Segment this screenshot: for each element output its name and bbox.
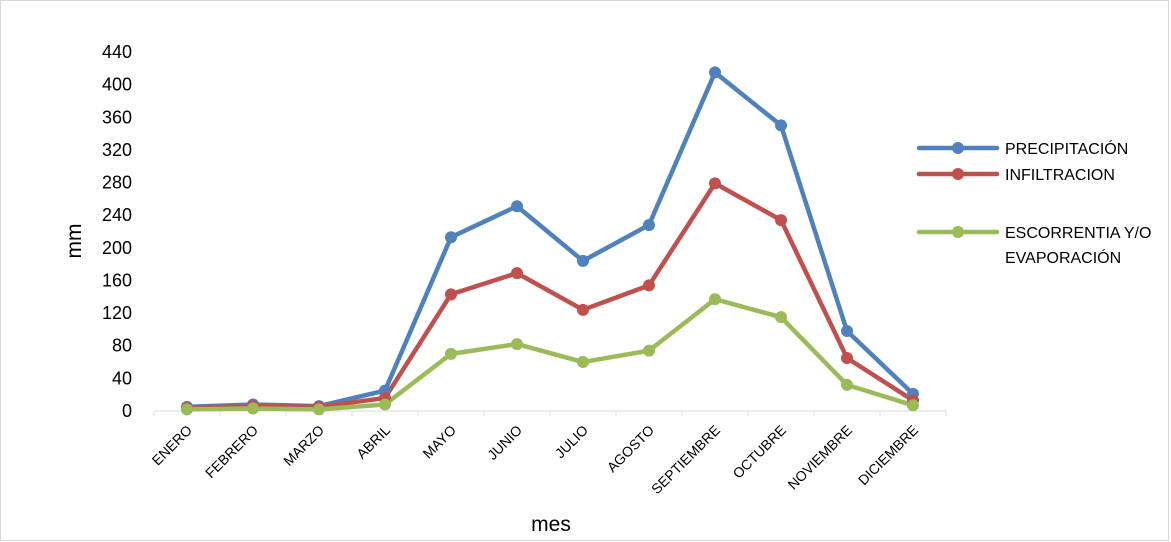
- data-point: [247, 402, 259, 415]
- y-tick-label: 320: [102, 140, 132, 160]
- x-tick-label: MARZO: [280, 422, 327, 469]
- data-point: [379, 398, 391, 411]
- x-axis-ticks: ENERO FEBRERO MARZO ABRIL MAYO JUNIO JULIO AGOS…: [149, 411, 947, 497]
- y-tick-label: 120: [102, 303, 132, 323]
- data-point: [907, 399, 919, 412]
- data-point: [445, 347, 457, 360]
- legend-label: PRECIPITACIÓN: [1005, 139, 1128, 158]
- data-point: [643, 279, 655, 292]
- data-point: [841, 351, 853, 364]
- series-points: [181, 66, 919, 416]
- y-tick-label: 0: [122, 401, 132, 421]
- data-point: [709, 66, 721, 79]
- y-axis-ticks: 0 40 80 120 160 200 240 280 320 360 400 440: [102, 42, 132, 421]
- data-point: [445, 288, 457, 301]
- x-tick-label: JULIO: [552, 422, 591, 461]
- data-point: [643, 218, 655, 231]
- series-line-1: [184, 181, 916, 410]
- x-tick-label: MAYO: [419, 422, 459, 462]
- y-tick-label: 400: [102, 75, 132, 95]
- series-line-0: [184, 70, 916, 410]
- data-point: [445, 231, 457, 244]
- data-point: [841, 378, 853, 391]
- y-tick-label: 240: [102, 205, 132, 225]
- x-tick-label: ENERO: [149, 422, 196, 469]
- y-tick-label: 440: [102, 42, 132, 62]
- x-tick-label: JUNIO: [484, 422, 525, 463]
- data-point: [643, 344, 655, 357]
- y-tick-label: 80: [112, 336, 132, 356]
- data-point: [577, 356, 589, 369]
- x-tick-label: DICIEMBRE: [855, 422, 921, 488]
- legend-label: INFILTRACION: [1005, 167, 1115, 184]
- legend-swatch-marker: [952, 142, 964, 154]
- data-point: [181, 403, 193, 416]
- data-point: [511, 267, 523, 280]
- y-tick-label: 40: [112, 368, 132, 388]
- y-axis-title: mm: [63, 224, 86, 259]
- series-line-2: [184, 296, 916, 412]
- legend-swatch-marker: [952, 226, 964, 238]
- x-tick-label: FEBRERO: [202, 422, 261, 481]
- data-point: [775, 119, 787, 132]
- data-point: [775, 214, 787, 227]
- data-point: [577, 303, 589, 316]
- x-tick-label: OCTUBRE: [729, 422, 789, 482]
- y-tick-label: 280: [102, 173, 132, 193]
- data-point: [313, 403, 325, 416]
- x-tick-label: ABRIL: [353, 422, 393, 462]
- data-point: [775, 311, 787, 324]
- data-point: [709, 293, 721, 306]
- legend-label: EVAPORACIÓN: [1005, 248, 1121, 267]
- data-point: [841, 325, 853, 338]
- data-point: [709, 177, 721, 190]
- y-tick-label: 360: [102, 107, 132, 127]
- x-tick-label: SEPTIEMBRE: [648, 422, 723, 497]
- series-lines: [184, 70, 916, 412]
- data-point: [511, 338, 523, 351]
- legend-label: ESCORRENTIA Y/O: [1005, 225, 1151, 242]
- y-tick-label: 200: [102, 238, 132, 258]
- legend: PRECIPITACIÓN INFILTRACION ESCORRENTIA Y/O…: [916, 139, 1151, 267]
- x-axis-title: mes: [531, 513, 571, 536]
- data-point: [511, 200, 523, 213]
- legend-swatch-marker: [952, 168, 964, 180]
- y-tick-label: 160: [102, 270, 132, 290]
- x-tick-label: NOVIEMBRE: [784, 422, 855, 493]
- data-point: [577, 254, 589, 267]
- x-tick-label: AGOSTO: [604, 422, 658, 476]
